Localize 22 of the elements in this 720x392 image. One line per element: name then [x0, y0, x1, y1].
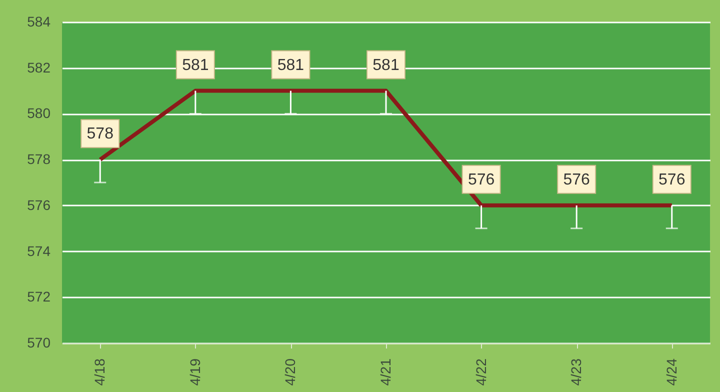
y-tick-label: 578 — [27, 151, 51, 168]
y-tick-label: 570 — [27, 334, 51, 350]
y-tick-label: 576 — [27, 196, 51, 213]
x-tick-label: 4/18 — [92, 358, 108, 386]
y-tick-label: 574 — [27, 242, 51, 259]
data-label: 576 — [468, 171, 495, 188]
x-tick-label: 4/20 — [282, 358, 298, 386]
data-label: 576 — [563, 171, 590, 188]
x-tick-label: 4/19 — [186, 358, 203, 386]
data-label: 581 — [372, 56, 400, 74]
x-tick-label: 4/24 — [663, 358, 680, 386]
data-label: 581 — [182, 56, 209, 74]
data-label: 578 — [86, 126, 114, 143]
x-tick-label: 4/21 — [378, 358, 394, 386]
y-tick-label: 572 — [27, 288, 51, 305]
y-tick-label: 584 — [27, 14, 51, 30]
x-tick-label: 4/23 — [568, 358, 584, 386]
data-label: 576 — [658, 171, 686, 188]
y-tick-label: 582 — [27, 59, 51, 76]
data-label: 581 — [277, 56, 304, 74]
y-tick-label: 580 — [27, 105, 51, 122]
x-tick-label: 4/22 — [472, 358, 489, 386]
